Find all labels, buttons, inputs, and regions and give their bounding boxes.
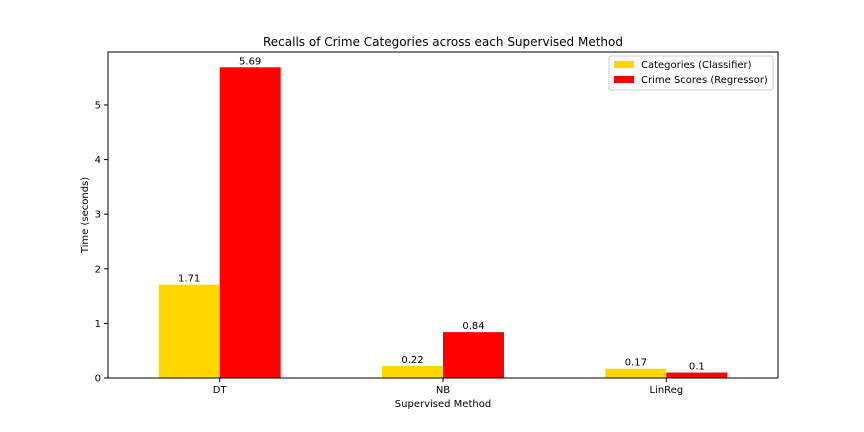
y-tick-label: 1 xyxy=(95,319,101,330)
bar-nb-series-2 xyxy=(443,332,504,378)
data-label: 0.22 xyxy=(401,355,423,366)
plot-area: 1.71 0.22 0.17 5.69 0.84 0.1 0 1 2 3 4 5 DT NB LinReg xyxy=(95,51,779,396)
data-label: 5.69 xyxy=(239,56,261,67)
bar-dt-series-1 xyxy=(158,284,220,378)
bar-dt-series-2 xyxy=(219,67,281,378)
y-tick-label: 0 xyxy=(95,374,101,385)
x-axis-label: Supervised Method xyxy=(395,399,491,410)
x-tick-label: LinReg xyxy=(649,385,683,396)
legend-box xyxy=(608,55,774,91)
y-tick-label: 3 xyxy=(95,210,101,221)
bar-linreg-series-1 xyxy=(605,368,667,378)
x-tick-label: NB xyxy=(436,385,450,396)
legend-swatch xyxy=(614,76,634,83)
y-axis-label: Time (seconds) xyxy=(80,177,91,254)
y-tick-label: 5 xyxy=(95,100,101,111)
bar-nb-series-1 xyxy=(382,365,443,378)
data-label: 1.71 xyxy=(178,274,200,285)
legend-entry: Crime Scores (Regressor) xyxy=(641,75,768,86)
x-tick-label: DT xyxy=(213,385,228,396)
data-label: 0.84 xyxy=(462,321,484,332)
legend: Categories (Classifier) Crime Scores (Reg… xyxy=(608,55,774,91)
chart-title: Recalls of Crime Categories across each … xyxy=(263,35,623,49)
data-label: 0.17 xyxy=(625,358,647,369)
y-tick-label: 2 xyxy=(95,264,101,275)
bar-linreg-series-2 xyxy=(666,372,728,378)
legend-entry: Categories (Classifier) xyxy=(641,60,752,71)
legend-swatch xyxy=(614,61,634,68)
y-tick-label: 4 xyxy=(95,155,101,166)
data-label: 0.1 xyxy=(689,362,705,373)
